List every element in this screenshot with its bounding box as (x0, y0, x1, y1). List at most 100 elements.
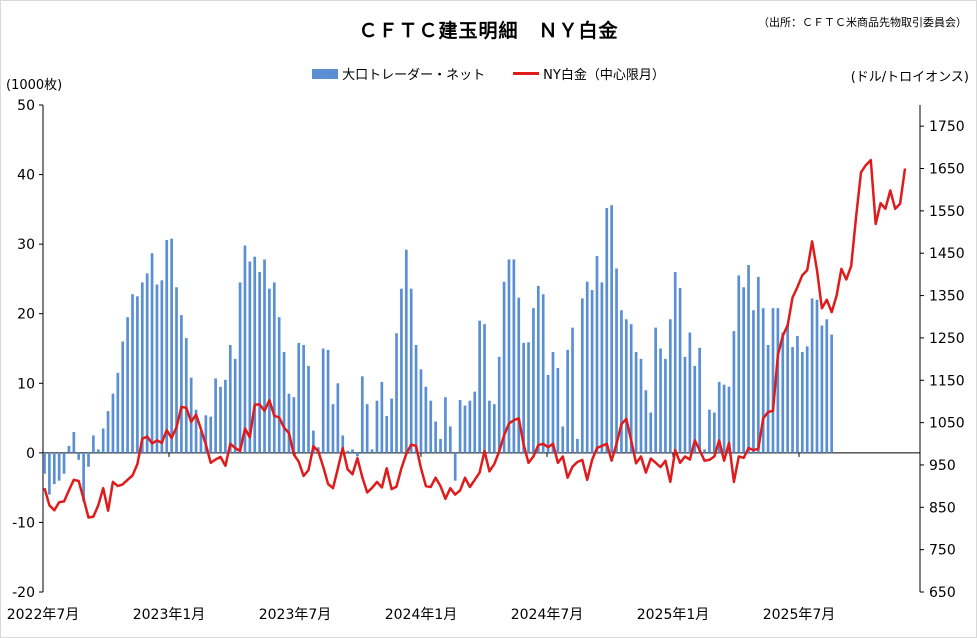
net-position-bar (678, 287, 682, 453)
net-position-bar (302, 345, 305, 453)
left-tick-label: 50 (17, 98, 35, 114)
net-position-bar (610, 205, 613, 453)
net-position-bar (776, 308, 780, 453)
net-position-bar (390, 398, 393, 453)
x-tick-label: 2024年1月 (385, 607, 458, 623)
net-position-bar (385, 415, 389, 453)
net-position-bar (478, 320, 481, 453)
net-position-bar (492, 404, 496, 453)
net-position-bar (551, 351, 555, 453)
net-position-bar (747, 265, 750, 453)
net-position-bar (488, 400, 491, 453)
legend-label-bar: 大口トレーダー・ネット (342, 68, 486, 83)
net-position-bar (805, 346, 809, 453)
net-position-bar (825, 319, 829, 453)
net-position-bar (756, 276, 760, 453)
net-position-bar (644, 390, 648, 453)
left-tick-label: 30 (17, 237, 35, 253)
net-position-bar (766, 345, 770, 453)
net-position-bar (439, 438, 442, 453)
left-tick-label: 40 (17, 168, 35, 184)
net-position-bar (111, 393, 115, 453)
net-position-bar (727, 386, 731, 453)
net-position-bar (771, 308, 775, 453)
left-tick-label: 10 (17, 376, 35, 392)
x-tick-label: 2023年7月 (259, 607, 332, 623)
net-position-bar (400, 288, 403, 453)
net-position-bar (331, 404, 335, 453)
net-position-bar (502, 281, 506, 453)
right-tick-label: 1350 (929, 289, 965, 305)
net-position-bar (87, 452, 90, 467)
platinum-price-line (43, 158, 907, 519)
net-position-bar (722, 384, 726, 453)
legend-item-line: NY白金（中心限月） (513, 64, 665, 83)
net-position-bar (600, 282, 604, 453)
net-position-bar (796, 335, 799, 453)
right-tick-label: 1650 (929, 162, 965, 178)
net-position-bar (532, 308, 535, 453)
net-position-bar (233, 358, 237, 453)
net-position-bar (561, 426, 565, 453)
net-position-bar (791, 347, 794, 453)
net-position-bar (673, 271, 677, 453)
net-position-bar (585, 281, 589, 453)
net-position-bar (180, 315, 183, 453)
net-position-bar (297, 342, 301, 453)
right-tick-label: 1550 (929, 204, 965, 220)
net-position-bar (698, 347, 701, 453)
net-position-bar (810, 298, 814, 453)
net-position-bar (321, 348, 325, 453)
net-position-bar (546, 374, 550, 453)
net-position-bar (170, 238, 173, 453)
right-tick-label: 1150 (929, 373, 965, 389)
net-position-bar (238, 282, 242, 453)
net-position-bar (224, 379, 227, 453)
net-position-bar (571, 327, 574, 453)
net-position-bar (576, 438, 579, 453)
net-position-bar (419, 369, 423, 453)
net-position-bar (668, 319, 672, 453)
net-position-bar (96, 449, 100, 453)
net-position-bar (351, 449, 354, 453)
net-position-bar (365, 404, 369, 453)
left-tick-label: 0 (26, 446, 35, 462)
net-position-bar (468, 400, 472, 453)
net-position-bar (693, 365, 697, 453)
right-tick-label: 1750 (929, 119, 965, 135)
net-position-bar (282, 351, 286, 453)
net-position-bar (703, 449, 706, 453)
net-position-bar (219, 386, 222, 453)
net-position-bar (620, 310, 623, 453)
net-position-bar (634, 351, 638, 453)
left-tick-label: -10 (12, 515, 35, 531)
net-position-bar (527, 342, 530, 453)
chart-title: ＣＦＴＣ建玉明細 ＮＹ白金 (358, 20, 619, 42)
net-position-bar (761, 308, 765, 453)
net-position-bar (57, 452, 61, 481)
net-position-bar (48, 452, 51, 495)
net-position-bar (742, 287, 746, 453)
legend: 大口トレーダー・ネット NY白金（中心限月） (0, 64, 977, 83)
net-position-bar (336, 383, 340, 453)
net-position-bar (62, 452, 66, 474)
net-position-bar (287, 393, 291, 453)
net-position-bar (77, 452, 81, 460)
net-position-bar (566, 349, 569, 453)
net-position-bar (595, 255, 599, 453)
net-position-bar (536, 285, 540, 453)
net-position-bar (145, 273, 149, 453)
net-position-bar (131, 294, 134, 453)
net-position-bar (189, 377, 193, 453)
net-position-bar (752, 310, 755, 453)
net-position-bar (590, 290, 594, 453)
x-tick-label: 2025年1月 (637, 607, 710, 623)
legend-item-bar: 大口トレーダー・ネット (312, 64, 485, 83)
net-position-bar (453, 452, 457, 481)
right-tick-label: 750 (929, 543, 956, 559)
right-tick-label: 950 (929, 458, 956, 474)
net-position-bar (52, 452, 56, 485)
net-position-bar (375, 400, 379, 453)
net-position-bar (175, 287, 178, 453)
net-position-bar (541, 294, 545, 453)
